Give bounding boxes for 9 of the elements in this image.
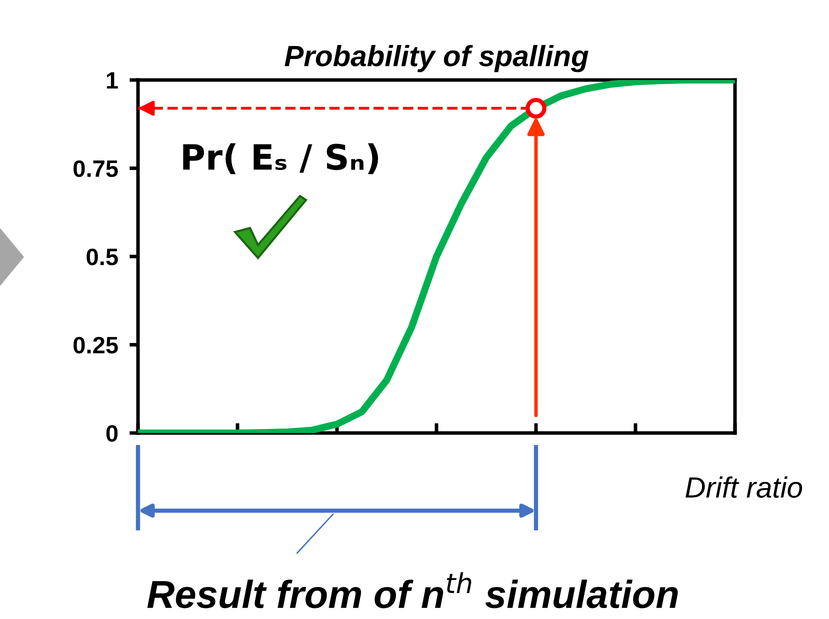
y-tick-label: 0 — [106, 425, 118, 442]
text: Result from of n$^{th}$ simulation — [147, 572, 678, 608]
annotation: Pr( Eₛ / Sₙ) — [183, 143, 378, 174]
y-tick-label: 0.75 — [74, 160, 118, 178]
y-tick-label: 0.25 — [74, 336, 118, 354]
y-tick-label: 1 — [106, 72, 118, 89]
chart-title: Probability of spalling — [284, 44, 588, 72]
x-axis-title: Drift ratio — [686, 476, 802, 498]
y-tick-label: 0.5 — [86, 248, 118, 266]
